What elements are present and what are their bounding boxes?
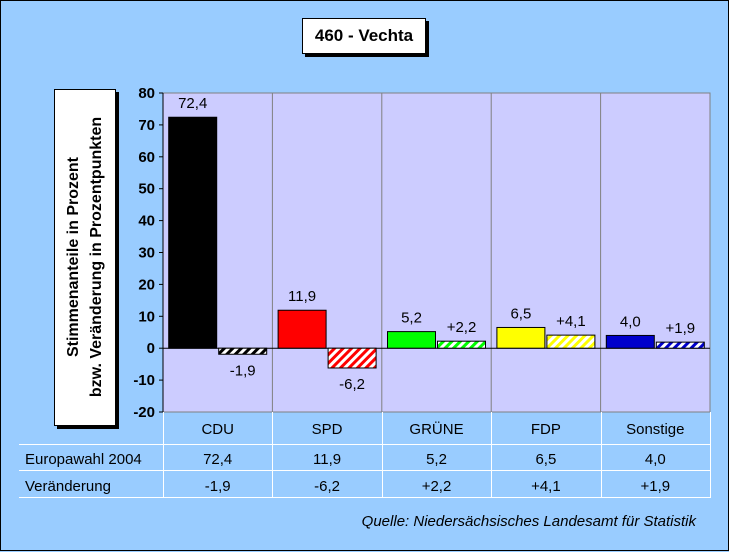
- chart-title: 460 - Vechta: [302, 18, 426, 54]
- bar-result-spd: [277, 309, 327, 349]
- y-axis-label-box: Stimmenanteile in Prozent bzw. Veränderu…: [54, 89, 116, 426]
- data-label: 4,0: [620, 313, 641, 330]
- data-label: 11,9: [288, 288, 316, 305]
- y-tick-label: 20: [138, 276, 155, 293]
- data-label: -6,2: [339, 376, 365, 393]
- bar-change-sonstige: [655, 341, 705, 349]
- y-tick-label: 60: [138, 149, 155, 166]
- y-tick-label: -10: [133, 372, 155, 389]
- bar-result-fdp: [496, 326, 546, 349]
- y-tick-label: 80: [138, 85, 155, 102]
- source-note: Quelle: Niedersächsisches Landesamt für …: [361, 513, 696, 530]
- data-label: 72,4: [178, 95, 207, 112]
- bar-result-sonstige: [605, 334, 655, 349]
- plot-area: [162, 92, 711, 413]
- data-label: 5,2: [401, 310, 422, 327]
- y-tick-label: 10: [138, 308, 155, 325]
- bar-result-grüne: [387, 331, 436, 349]
- bar-result-cdu: [168, 116, 218, 349]
- bar-change-grüne: [437, 340, 486, 349]
- y-tick-label: 0: [147, 340, 155, 357]
- data-label: +4,1: [556, 313, 586, 330]
- y-tick-label: 30: [138, 245, 155, 262]
- data-label: +2,2: [447, 319, 477, 336]
- data-label: +1,9: [665, 320, 695, 337]
- bar-change-cdu: [218, 347, 268, 355]
- bar-change-spd: [327, 347, 377, 369]
- y-tick-label: 70: [138, 117, 155, 134]
- y-tick-label: 50: [138, 181, 155, 198]
- data-label: -1,9: [230, 362, 256, 379]
- y-tick-label: 40: [138, 213, 155, 230]
- y-tick-label: -20: [133, 404, 155, 421]
- bar-change-fdp: [546, 334, 596, 349]
- data-label: 6,5: [510, 305, 531, 322]
